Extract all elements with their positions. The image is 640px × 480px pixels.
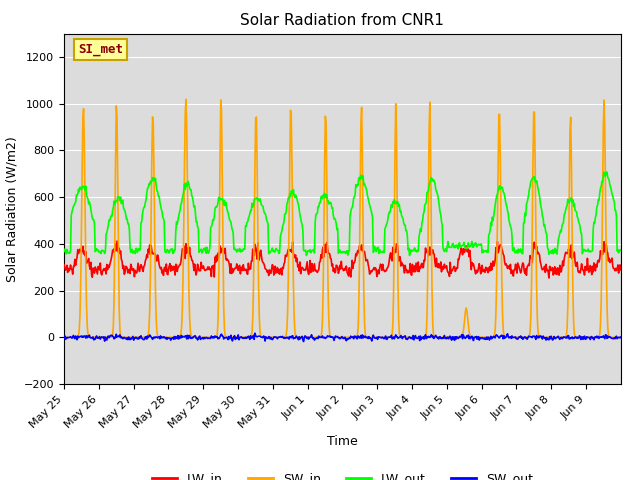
Y-axis label: Solar Radiation (W/m2): Solar Radiation (W/m2) bbox=[5, 136, 18, 282]
SW_in bbox=[617, 335, 625, 340]
LW_in bbox=[256, 250, 264, 256]
Line: SW_in: SW_in bbox=[64, 99, 621, 337]
SW_out bbox=[617, 334, 625, 340]
LW_out bbox=[617, 247, 625, 253]
SW_out bbox=[251, 330, 259, 336]
LW_out bbox=[602, 169, 610, 175]
LW_in bbox=[401, 270, 408, 276]
SW_out bbox=[277, 334, 285, 340]
LW_in bbox=[432, 264, 440, 270]
LW_out bbox=[276, 235, 284, 240]
LW_in bbox=[545, 275, 553, 281]
SW_out bbox=[256, 334, 264, 339]
Text: SI_met: SI_met bbox=[78, 43, 123, 56]
SW_in bbox=[125, 335, 133, 340]
SW_in bbox=[228, 335, 236, 340]
SW_out bbox=[228, 336, 236, 342]
LW_in bbox=[277, 265, 285, 271]
LW_in bbox=[113, 238, 121, 244]
LW_in bbox=[126, 271, 134, 276]
LW_out bbox=[255, 198, 263, 204]
SW_in bbox=[432, 335, 440, 340]
LW_out bbox=[400, 220, 408, 226]
SW_in bbox=[277, 335, 285, 340]
Line: LW_out: LW_out bbox=[64, 172, 621, 255]
LW_in bbox=[617, 267, 625, 273]
SW_out bbox=[433, 334, 440, 340]
SW_out bbox=[401, 333, 409, 339]
LW_out bbox=[406, 252, 413, 258]
LW_out bbox=[228, 225, 236, 230]
SW_in bbox=[401, 335, 408, 340]
SW_out bbox=[300, 338, 307, 344]
LW_out bbox=[60, 248, 68, 253]
LW_in bbox=[228, 265, 236, 271]
SW_in bbox=[256, 328, 264, 334]
LW_in bbox=[60, 262, 68, 267]
Line: LW_in: LW_in bbox=[64, 241, 621, 278]
Line: SW_out: SW_out bbox=[64, 333, 621, 341]
SW_out bbox=[60, 335, 68, 341]
Legend: LW_in, SW_in, LW_out, SW_out: LW_in, SW_in, LW_out, SW_out bbox=[147, 467, 538, 480]
SW_in bbox=[60, 335, 68, 340]
Title: Solar Radiation from CNR1: Solar Radiation from CNR1 bbox=[241, 13, 444, 28]
SW_in bbox=[182, 96, 190, 102]
LW_out bbox=[125, 226, 133, 232]
LW_out bbox=[432, 186, 440, 192]
SW_out bbox=[125, 335, 133, 341]
X-axis label: Time: Time bbox=[327, 435, 358, 448]
